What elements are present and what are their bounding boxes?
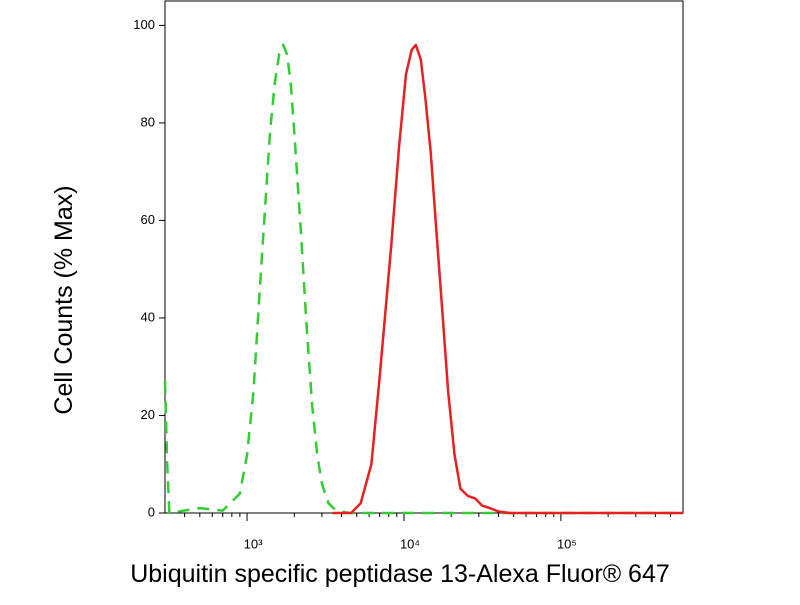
y-tick-label: 0 (148, 504, 155, 519)
y-tick-label: 100 (133, 17, 155, 32)
y-tick-label: 80 (141, 114, 155, 129)
series-line (332, 43, 683, 515)
x-tick-label: 10³ (244, 536, 263, 551)
y-tick-label: 60 (141, 212, 155, 227)
x-axis-label: Ubiquitin specific peptidase 13-Alexa Fl… (130, 560, 670, 588)
x-tick-label: 10⁵ (557, 536, 577, 551)
y-tick-label: 20 (141, 407, 155, 422)
series-line (163, 43, 683, 515)
y-tick-label: 40 (141, 309, 155, 324)
y-axis-label: Cell Counts (% Max) (50, 185, 78, 414)
x-tick-label: 10⁴ (400, 536, 420, 551)
